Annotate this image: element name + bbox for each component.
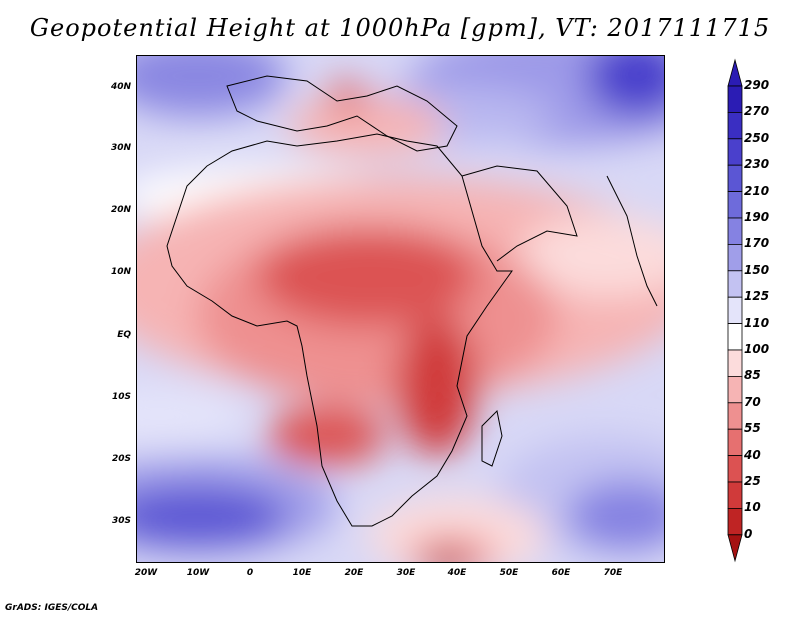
colorbar-band	[727, 402, 743, 430]
lon-label: 0	[246, 568, 254, 578]
colorbar-label: 150	[744, 262, 770, 277]
colorbar-label: 210	[744, 183, 770, 198]
lat-label: 40N	[110, 82, 131, 92]
colorbar-bottom-arrow	[727, 534, 743, 563]
colorbar-label: 230	[744, 157, 770, 172]
lat-label: 20N	[110, 205, 131, 215]
colorbar-label: 110	[744, 315, 770, 330]
lat-label: 30S	[111, 516, 131, 526]
map-title: Geopotential Height at 1000hPa [gpm], VT…	[29, 14, 771, 42]
lon-label: 20E	[344, 568, 364, 578]
map-plot	[136, 55, 665, 563]
lon-label: 20W	[134, 568, 158, 578]
africa-coastline	[166, 133, 513, 527]
colorbar-band	[727, 455, 743, 483]
colorbar-label: 25	[744, 474, 761, 488]
lat-label: EQ	[117, 330, 131, 340]
colorbar-band	[727, 270, 743, 298]
field-contours	[137, 56, 664, 562]
colorbar-label: 0	[744, 526, 753, 541]
lat-label: 20S	[111, 454, 131, 464]
colorbar-label: 170	[744, 236, 770, 251]
lon-label: 10E	[292, 568, 312, 578]
colorbar-label: 10	[744, 500, 761, 515]
mediterranean-coastline	[226, 75, 458, 152]
colorbar-label: 270	[744, 104, 770, 119]
lon-label: 50E	[499, 568, 519, 578]
lon-label: 40E	[447, 568, 467, 578]
colorbar-band	[727, 217, 743, 245]
lon-label: 70E	[603, 568, 623, 578]
colorbar-band	[727, 323, 743, 351]
colorbar-band	[727, 191, 743, 219]
colorbar	[727, 58, 743, 563]
colorbar-band	[727, 481, 743, 509]
colorbar-top-arrow	[727, 58, 743, 87]
colorbar-label: 85	[744, 368, 761, 383]
height-field	[137, 56, 664, 562]
colorbar-band	[727, 243, 743, 272]
colorbar-band	[727, 138, 743, 166]
colorbar-band	[727, 428, 743, 457]
colorbar-band	[727, 164, 743, 192]
colorbar-band	[727, 507, 743, 536]
colorbar-label: 55	[744, 421, 761, 436]
lon-label: 60E	[551, 568, 571, 578]
lon-label: 10W	[186, 568, 210, 578]
colorbar-band	[727, 112, 743, 140]
colorbar-label: 125	[744, 289, 770, 304]
lat-label: 30N	[110, 143, 131, 153]
lat-label: 10N	[110, 267, 131, 277]
colorbar-label: 40	[744, 447, 761, 462]
colorbar-band	[727, 85, 743, 113]
colorbar-label: 100	[744, 342, 770, 356]
lat-label: 10S	[111, 392, 131, 402]
madagascar-coastline	[481, 409, 503, 467]
india-coastline	[606, 175, 658, 307]
colorbar-label: 290	[744, 78, 770, 92]
colorbar-band	[727, 349, 743, 377]
colorbar-label: 70	[744, 394, 761, 409]
colorbar-label: 250	[744, 130, 770, 145]
colorbar-band	[727, 375, 743, 404]
credit-text: GrADS: IGES/COLA	[5, 603, 99, 613]
colorbar-label: 190	[744, 210, 770, 224]
colorbar-band	[727, 296, 743, 324]
arabia-coastline	[461, 165, 578, 262]
lon-label: 30E	[396, 568, 416, 578]
